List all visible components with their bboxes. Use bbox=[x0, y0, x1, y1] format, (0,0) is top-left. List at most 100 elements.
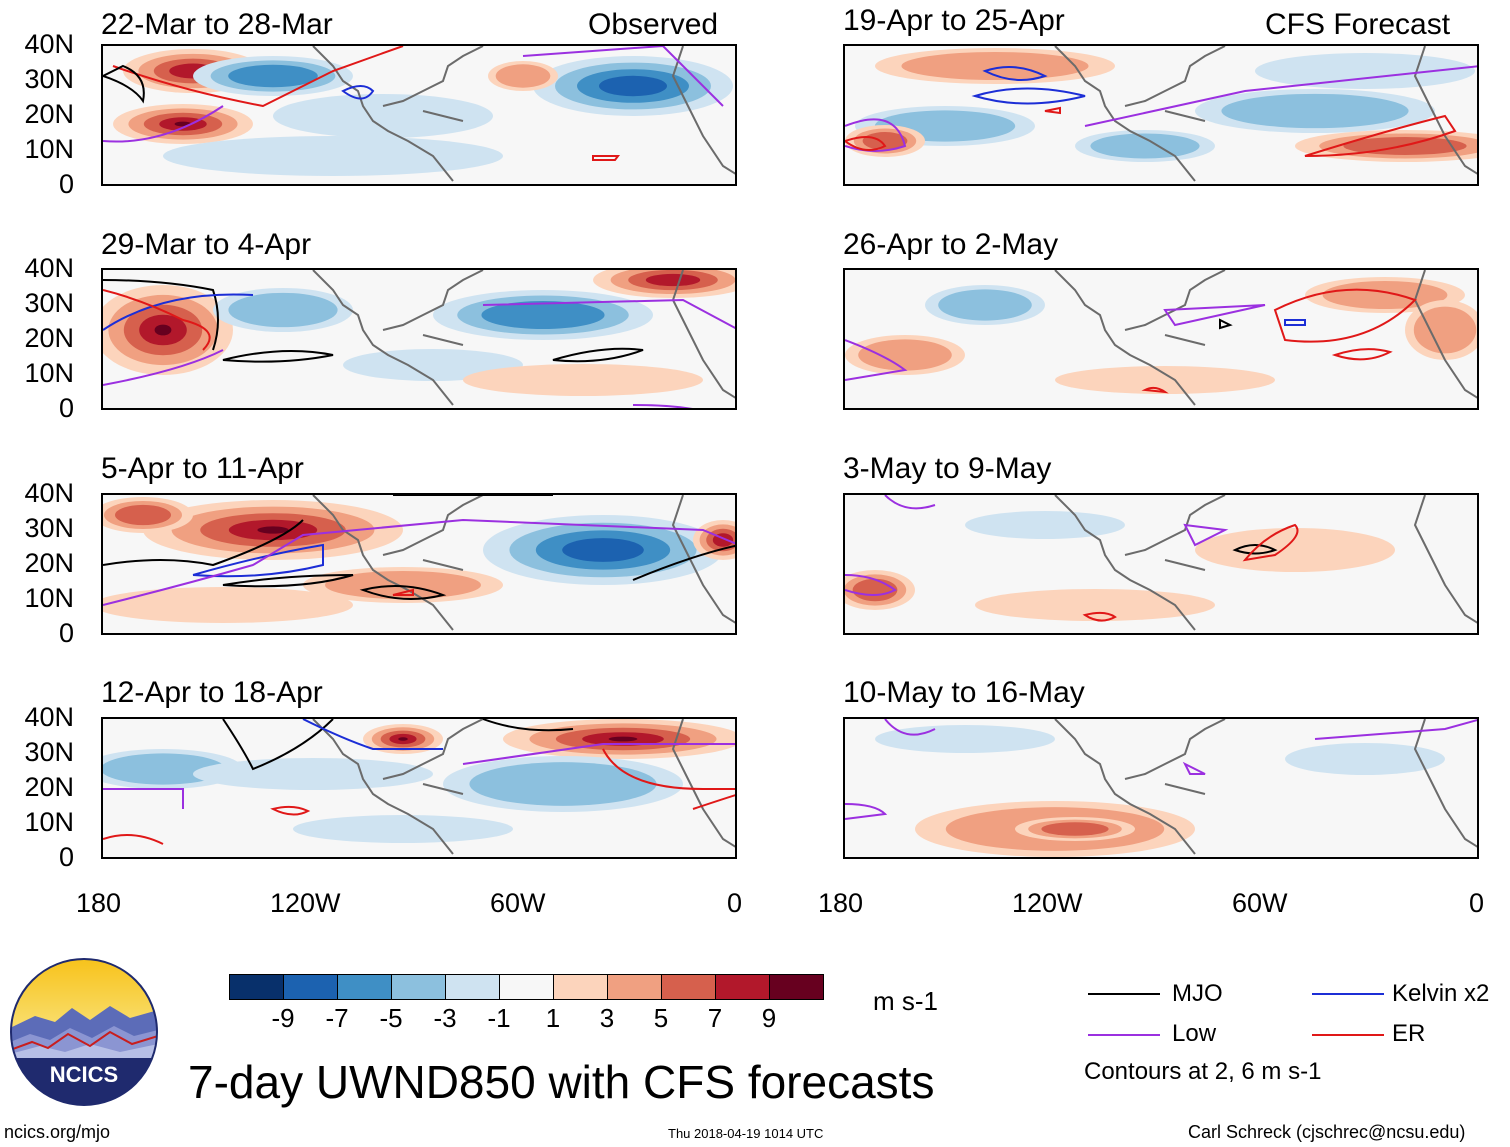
positive-anomaly bbox=[975, 589, 1215, 621]
coastline bbox=[312, 495, 735, 631]
panel-title-obs3: 5-Apr to 11-Apr bbox=[101, 452, 304, 485]
lat-label: 30N bbox=[24, 64, 74, 94]
lat-label: 40N bbox=[24, 478, 74, 508]
lat-label: 20N bbox=[24, 99, 74, 129]
colorbar-swatch bbox=[391, 974, 446, 1000]
lon-label-right-180: 180 bbox=[818, 888, 864, 918]
contour-line bbox=[602, 748, 735, 790]
lat-label: 30N bbox=[24, 737, 74, 767]
figure-title: 7-day UWND850 with CFS forecasts bbox=[188, 1056, 935, 1108]
legend-swatch-er bbox=[1312, 1034, 1384, 1036]
negative-anomaly bbox=[193, 758, 433, 790]
contour-line bbox=[270, 805, 311, 816]
contour-line bbox=[103, 64, 145, 104]
lon-label-left-60w: 60W bbox=[490, 888, 546, 918]
negative-anomaly bbox=[938, 289, 1032, 321]
panel-title-fc3: 3-May to 9-May bbox=[843, 452, 1052, 485]
lon-label-left-0: 0 bbox=[727, 888, 743, 918]
contour-line bbox=[1304, 114, 1457, 157]
lat-label: 30N bbox=[24, 513, 74, 543]
positive-anomaly bbox=[398, 737, 408, 741]
contour-line bbox=[1284, 319, 1306, 326]
negative-anomaly bbox=[163, 136, 503, 176]
panel-title-fc4: 10-May to 16-May bbox=[843, 676, 1085, 709]
contour-line bbox=[971, 87, 1086, 105]
map-field-obs2 bbox=[103, 270, 735, 408]
map-field-fc1 bbox=[845, 46, 1477, 184]
contour-line bbox=[103, 279, 219, 351]
positive-anomaly bbox=[103, 587, 353, 623]
positive-anomaly bbox=[858, 339, 952, 371]
colorbar-tick-label: -9 bbox=[271, 1003, 295, 1033]
coastline bbox=[1054, 719, 1477, 855]
panel-title-obs4: 12-Apr to 18-Apr bbox=[101, 676, 323, 709]
contour-line bbox=[1082, 611, 1117, 622]
lat-label: 0 bbox=[58, 169, 74, 199]
legend-label-low: Low bbox=[1172, 1020, 1217, 1047]
colorbar-tick-label: 1 bbox=[545, 1003, 561, 1033]
negative-anomaly bbox=[1090, 133, 1200, 159]
contour-line bbox=[1219, 318, 1233, 330]
ncics-logo: NCICS bbox=[10, 958, 158, 1106]
negative-anomaly bbox=[293, 815, 513, 843]
contour-line bbox=[845, 803, 888, 820]
contour-line bbox=[103, 289, 211, 351]
map-field-fc3 bbox=[845, 495, 1477, 633]
positive-anomaly bbox=[1413, 306, 1477, 354]
contour-line bbox=[103, 519, 304, 567]
negative-anomaly bbox=[965, 511, 1125, 539]
map-panel-obs3 bbox=[101, 493, 737, 635]
lat-label: 40N bbox=[24, 253, 74, 283]
colorbar-swatch bbox=[499, 974, 554, 1000]
lon-label-right-60w: 60W bbox=[1232, 888, 1288, 918]
footer-credit: Carl Schreck (cjschrec@ncsu.edu) bbox=[1188, 1122, 1466, 1142]
colorbar-tick-label: 5 bbox=[653, 1003, 669, 1033]
contour-line bbox=[845, 136, 887, 151]
coastline bbox=[1054, 270, 1477, 406]
negative-anomaly bbox=[469, 762, 657, 806]
positive-anomaly bbox=[257, 526, 289, 534]
colorbar-tick-label: -7 bbox=[325, 1003, 349, 1033]
lat-label: 0 bbox=[58, 618, 74, 648]
positive-anomaly bbox=[862, 132, 908, 150]
map-panel-fc4 bbox=[843, 717, 1479, 859]
contour-line bbox=[632, 544, 735, 581]
contour-line bbox=[359, 585, 447, 600]
positive-anomaly bbox=[1055, 366, 1275, 394]
panel-title-obs2: 29-Mar to 4-Apr bbox=[101, 228, 312, 261]
panel-tag-cfs-forecast: CFS Forecast bbox=[1265, 8, 1451, 41]
contour-line bbox=[845, 339, 908, 381]
positive-anomaly bbox=[608, 736, 638, 742]
contour-line bbox=[1141, 386, 1169, 394]
contour-line bbox=[103, 293, 254, 331]
colorbar-units: m s-1 bbox=[873, 986, 938, 1016]
map-field-obs1 bbox=[103, 46, 735, 184]
positive-anomaly bbox=[495, 64, 551, 88]
coastline bbox=[312, 719, 735, 855]
contour-line bbox=[632, 404, 693, 408]
positive-anomaly bbox=[463, 364, 703, 396]
legend-label-er: ER bbox=[1392, 1020, 1426, 1047]
lat-label: 10N bbox=[24, 358, 74, 388]
contour-line bbox=[1163, 304, 1266, 327]
contour-line bbox=[112, 46, 404, 108]
positive-anomaly bbox=[115, 504, 171, 526]
colorbar-tick-label: -5 bbox=[379, 1003, 403, 1033]
map-field-fc2 bbox=[845, 270, 1477, 408]
legend-swatch-kelvin bbox=[1312, 993, 1384, 995]
lat-label: 0 bbox=[58, 393, 74, 423]
colorbar-swatch bbox=[769, 974, 824, 1000]
contour-line bbox=[1273, 288, 1417, 343]
contour-line bbox=[522, 46, 724, 107]
colorbar-tick-label: -1 bbox=[487, 1003, 511, 1033]
lat-label: 20N bbox=[24, 323, 74, 353]
positive-anomaly bbox=[901, 51, 1089, 81]
contour-line bbox=[103, 788, 184, 809]
contour-line bbox=[982, 66, 1048, 81]
contour-line bbox=[884, 495, 936, 510]
contour-line bbox=[302, 719, 443, 750]
contour-line bbox=[103, 834, 164, 845]
contour-line bbox=[1182, 761, 1206, 775]
colorbar-swatch bbox=[229, 974, 284, 1000]
contour-line bbox=[392, 588, 414, 596]
